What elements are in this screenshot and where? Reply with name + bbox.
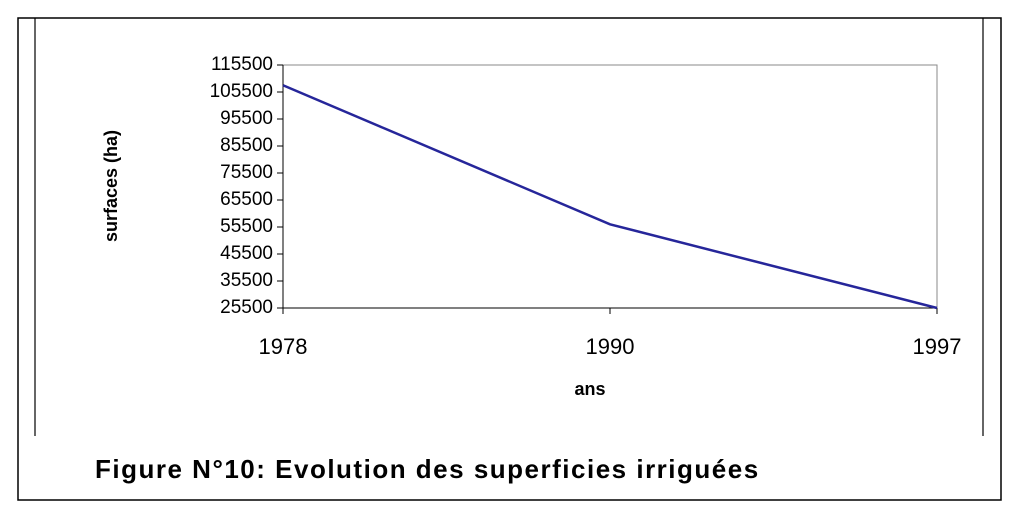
y-tick-label: 85500 — [220, 135, 273, 156]
y-tick-label: 75500 — [220, 162, 273, 183]
y-tick-label: 25500 — [220, 297, 273, 318]
y-tick-label: 35500 — [220, 270, 273, 291]
data-line — [282, 84, 938, 310]
y-tick-label: 115500 — [211, 54, 273, 75]
x-axis-label: ans — [574, 379, 605, 399]
chart-title: Figure N°10: Evolution des superficies i… — [95, 454, 760, 484]
outer-frame — [17, 17, 1002, 501]
x-tick-label: 1997 — [913, 334, 962, 359]
x-tick-label: 1978 — [259, 334, 308, 359]
x-tick-label: 1990 — [586, 334, 635, 359]
plot-area — [282, 64, 938, 309]
y-tick-label: 45500 — [220, 243, 273, 264]
y-tick-label: 95500 — [220, 108, 273, 129]
y-tick-label: 65500 — [220, 189, 273, 210]
y-tick-label: 55500 — [220, 216, 273, 237]
y-axis-label: surfaces (ha) — [101, 130, 121, 242]
y-tick-label: 105500 — [210, 81, 273, 102]
